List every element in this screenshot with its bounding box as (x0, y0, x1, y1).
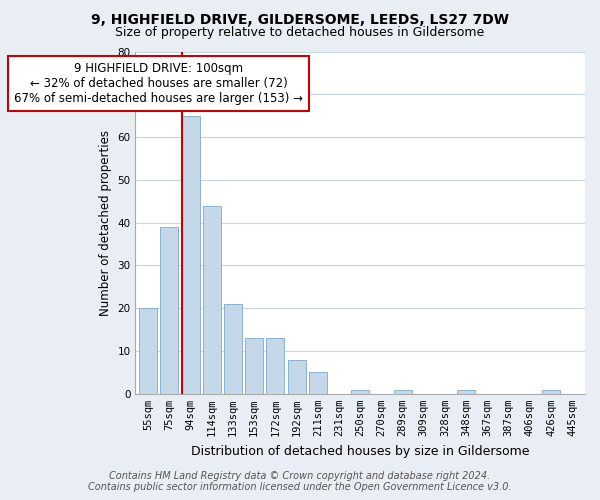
Bar (203, 206, 221, 394)
Bar (351, 390, 369, 394)
Bar (542, 390, 560, 394)
Text: Size of property relative to detached houses in Gildersome: Size of property relative to detached ho… (115, 26, 485, 39)
Bar (245, 338, 263, 394)
Y-axis label: Number of detached properties: Number of detached properties (99, 130, 112, 316)
Bar (266, 338, 284, 394)
Bar (287, 360, 305, 394)
Bar (160, 227, 178, 394)
Text: 9 HIGHFIELD DRIVE: 100sqm
← 32% of detached houses are smaller (72)
67% of semi-: 9 HIGHFIELD DRIVE: 100sqm ← 32% of detac… (14, 62, 303, 105)
Bar (309, 372, 327, 394)
Text: Contains HM Land Registry data © Crown copyright and database right 2024.
Contai: Contains HM Land Registry data © Crown c… (88, 471, 512, 492)
X-axis label: Distribution of detached houses by size in Gildersome: Distribution of detached houses by size … (191, 444, 529, 458)
Bar (457, 390, 475, 394)
Bar (224, 304, 242, 394)
Bar (394, 390, 412, 394)
Text: 9, HIGHFIELD DRIVE, GILDERSOME, LEEDS, LS27 7DW: 9, HIGHFIELD DRIVE, GILDERSOME, LEEDS, L… (91, 12, 509, 26)
Bar (182, 116, 200, 394)
Bar (139, 308, 157, 394)
